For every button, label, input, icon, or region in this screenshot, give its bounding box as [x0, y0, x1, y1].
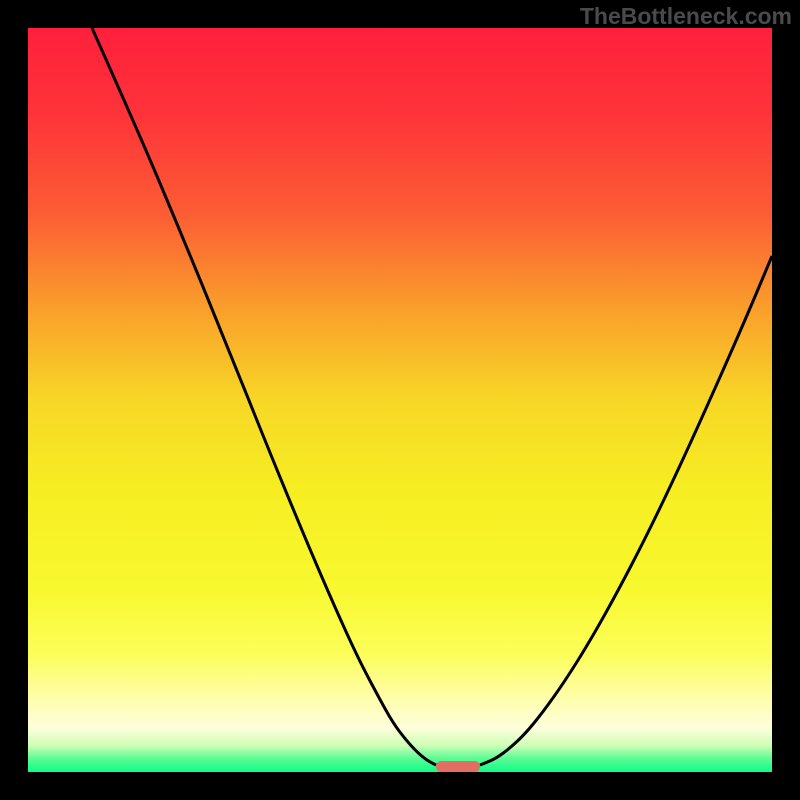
chart-container: TheBottleneck.com: [0, 0, 800, 800]
optimal-marker: [436, 761, 480, 772]
watermark-text: TheBottleneck.com: [580, 3, 792, 30]
bottleneck-curve-right: [480, 256, 772, 765]
plot-area: [28, 28, 772, 772]
bottleneck-curve-left: [92, 28, 436, 765]
curve-layer: [28, 28, 772, 772]
